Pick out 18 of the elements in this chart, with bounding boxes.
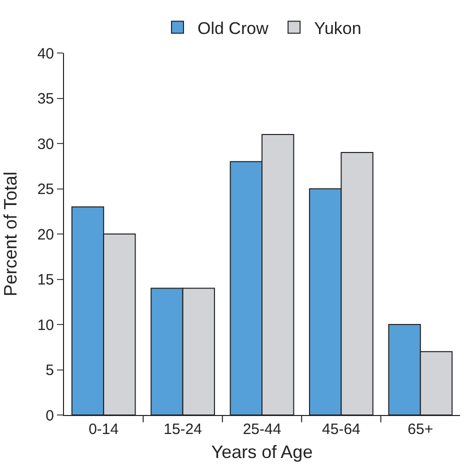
legend-label: Yukon xyxy=(314,18,362,38)
y-tick-label: 40 xyxy=(37,45,54,62)
y-tick-label: 10 xyxy=(37,316,54,334)
y-tick-label: 25 xyxy=(37,181,54,198)
x-tick-label: 0-14 xyxy=(88,421,119,438)
x-tick-label: 15-24 xyxy=(164,421,202,438)
x-axis-title: Years of Age xyxy=(211,442,313,462)
y-tick-label: 35 xyxy=(37,90,54,108)
y-axis-title: Percent of Total xyxy=(0,172,21,296)
x-tick-label: 45-64 xyxy=(322,421,360,438)
y-tick-label: 15 xyxy=(37,272,54,288)
y-tick-label: 30 xyxy=(37,136,54,153)
y-tick-label: 0 xyxy=(46,407,54,424)
legend-label: Old Crow xyxy=(198,18,270,38)
y-tick-label: 5 xyxy=(46,362,54,379)
x-tick-label: 25-44 xyxy=(242,421,282,438)
x-tick-label: 65+ xyxy=(408,421,434,438)
y-tick-label: 20 xyxy=(37,226,54,244)
